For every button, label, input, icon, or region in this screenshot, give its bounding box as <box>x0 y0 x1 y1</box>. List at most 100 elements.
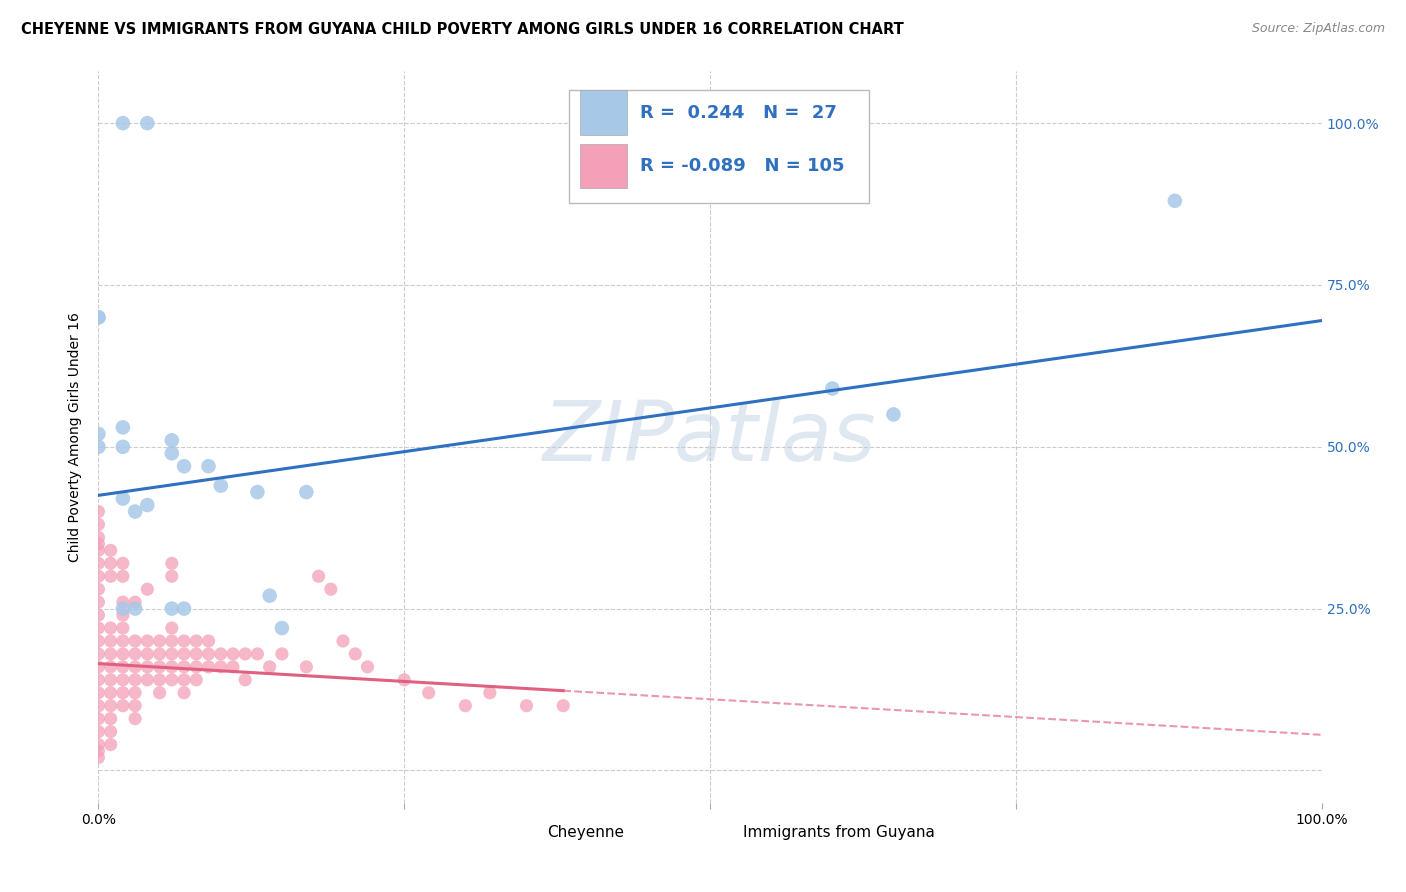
Point <box>136 647 159 661</box>
Point <box>136 582 159 597</box>
Point <box>124 634 146 648</box>
Point <box>332 634 354 648</box>
Point <box>1164 194 1187 208</box>
Point <box>87 537 110 551</box>
Point <box>270 647 294 661</box>
Point <box>149 660 172 674</box>
Point <box>246 485 269 500</box>
Point <box>160 660 183 674</box>
Point <box>87 582 110 597</box>
Point <box>111 647 134 661</box>
Point <box>100 557 122 571</box>
Point <box>87 517 110 532</box>
Point <box>111 116 134 130</box>
Point <box>209 647 232 661</box>
Point <box>821 382 844 396</box>
Point <box>100 660 122 674</box>
FancyBboxPatch shape <box>581 144 627 188</box>
Point <box>100 712 122 726</box>
Text: R =  0.244   N =  27: R = 0.244 N = 27 <box>640 103 837 121</box>
Point <box>111 608 134 623</box>
FancyBboxPatch shape <box>505 815 543 849</box>
Point <box>197 647 219 661</box>
Point <box>87 750 110 764</box>
Point <box>186 647 208 661</box>
Point <box>197 634 219 648</box>
Point <box>160 621 183 635</box>
Point <box>173 673 195 687</box>
Point <box>124 647 146 661</box>
Point <box>87 621 110 635</box>
Point <box>295 660 318 674</box>
Point <box>111 557 134 571</box>
Point <box>111 621 134 635</box>
Point <box>319 582 342 597</box>
Point <box>186 634 208 648</box>
FancyBboxPatch shape <box>569 90 869 203</box>
Point <box>160 446 183 460</box>
Point <box>246 647 269 661</box>
Point <box>87 543 110 558</box>
Y-axis label: Child Poverty Among Girls Under 16: Child Poverty Among Girls Under 16 <box>69 312 83 562</box>
Point <box>149 634 172 648</box>
Point <box>136 498 159 512</box>
Point <box>87 569 110 583</box>
Point <box>259 660 281 674</box>
Text: Immigrants from Guyana: Immigrants from Guyana <box>742 824 935 839</box>
FancyBboxPatch shape <box>700 815 738 849</box>
Point <box>100 621 122 635</box>
Point <box>111 601 134 615</box>
Point <box>124 504 146 518</box>
Point <box>160 673 183 687</box>
Point <box>197 660 219 674</box>
Text: R = -0.089   N = 105: R = -0.089 N = 105 <box>640 157 845 175</box>
Point <box>87 724 110 739</box>
Point <box>186 660 208 674</box>
Point <box>173 601 195 615</box>
Point <box>124 698 146 713</box>
Point <box>124 601 146 615</box>
Point <box>124 660 146 674</box>
Point <box>259 589 281 603</box>
Point <box>478 686 501 700</box>
Text: Cheyenne: Cheyenne <box>547 824 624 839</box>
Point <box>87 608 110 623</box>
Point <box>149 673 172 687</box>
Point <box>173 647 195 661</box>
Point <box>209 660 232 674</box>
Point <box>136 660 159 674</box>
Point <box>233 647 256 661</box>
Point <box>87 634 110 648</box>
Point <box>111 660 134 674</box>
Point <box>87 673 110 687</box>
Point <box>87 712 110 726</box>
Point <box>233 673 256 687</box>
Point <box>883 408 905 422</box>
Point <box>87 698 110 713</box>
Point <box>222 660 245 674</box>
Point <box>87 557 110 571</box>
Point <box>100 647 122 661</box>
Point <box>87 647 110 661</box>
Point <box>124 595 146 609</box>
Point <box>100 673 122 687</box>
Point <box>111 686 134 700</box>
Text: ZIPatlas: ZIPatlas <box>543 397 877 477</box>
Text: CHEYENNE VS IMMIGRANTS FROM GUYANA CHILD POVERTY AMONG GIRLS UNDER 16 CORRELATIO: CHEYENNE VS IMMIGRANTS FROM GUYANA CHILD… <box>21 22 904 37</box>
Point <box>124 673 146 687</box>
Point <box>100 543 122 558</box>
Point <box>553 698 575 713</box>
Point <box>173 660 195 674</box>
Point <box>197 459 219 474</box>
Point <box>356 660 378 674</box>
Point <box>100 724 122 739</box>
Point <box>111 595 134 609</box>
Point <box>111 491 134 506</box>
Point <box>308 569 330 583</box>
Point <box>173 459 195 474</box>
Point <box>87 738 110 752</box>
Point <box>136 116 159 130</box>
Point <box>454 698 477 713</box>
Point <box>111 698 134 713</box>
Point <box>111 673 134 687</box>
